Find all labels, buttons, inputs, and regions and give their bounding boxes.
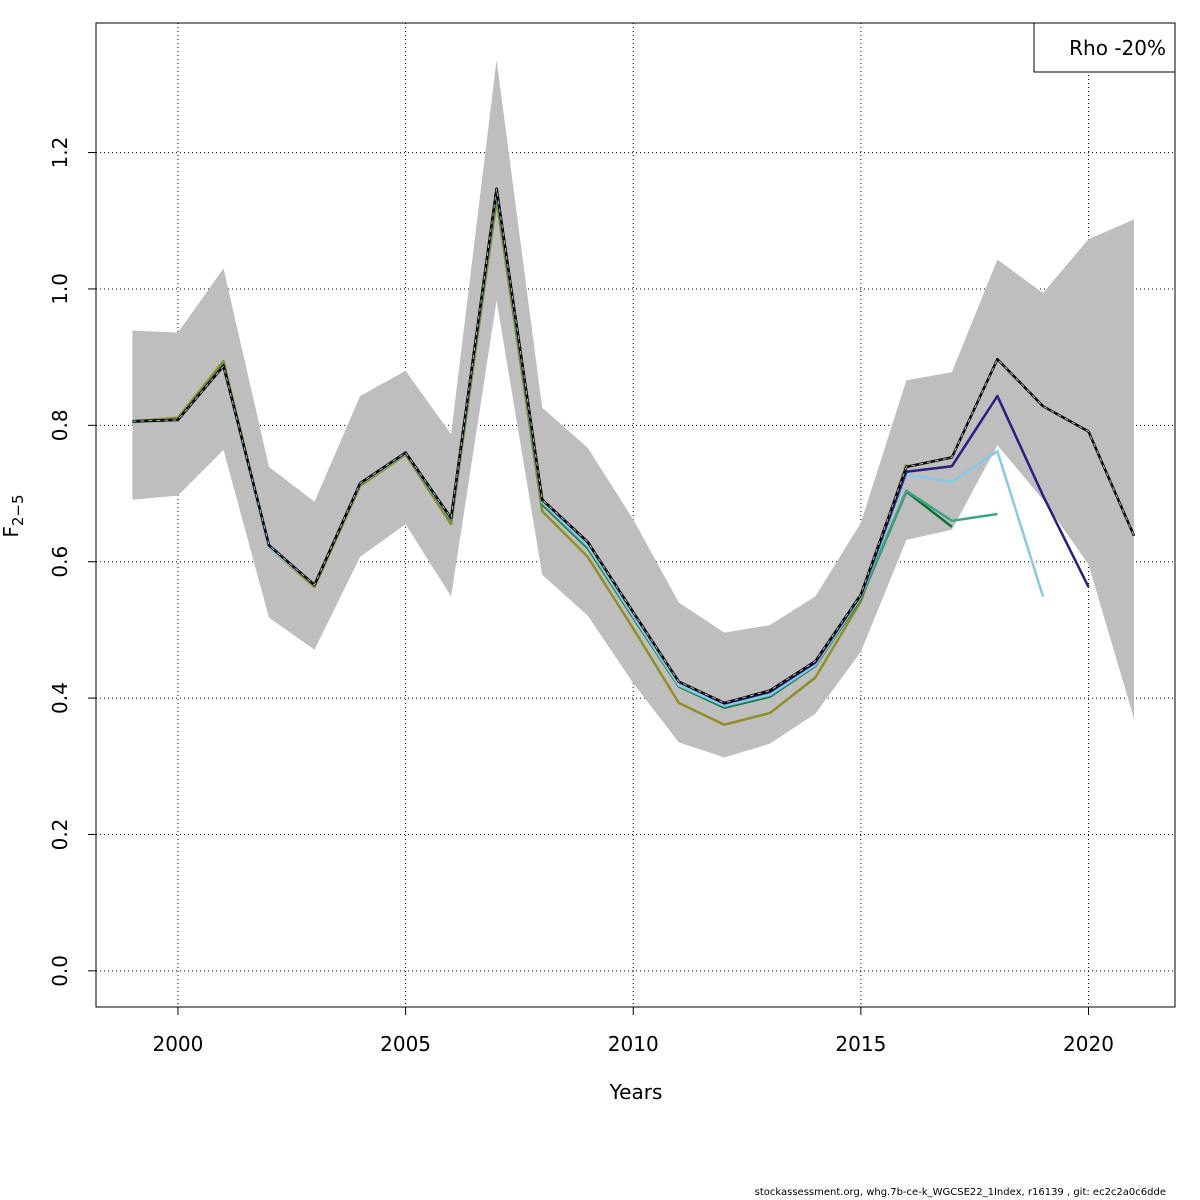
- y-tick-label-0.0: 0.0: [48, 955, 72, 987]
- x-tick-label-2005: 2005: [380, 1032, 431, 1056]
- y-tick-label-0.2: 0.2: [48, 819, 72, 851]
- svg-text:F2−5: F2−5: [0, 494, 27, 537]
- legend-box: [1033, 22, 1176, 73]
- y-axis-title: F2−5: [0, 494, 27, 537]
- y-tick-label-0.4: 0.4: [48, 682, 72, 714]
- x-tick-label-2000: 2000: [152, 1032, 203, 1056]
- legend-label: Rho -20%: [1069, 36, 1166, 60]
- x-tick-label-2015: 2015: [835, 1032, 886, 1056]
- plot-frame: [95, 22, 1176, 1008]
- x-axis-title: Years: [609, 1080, 663, 1104]
- series-layer: [132, 187, 1136, 726]
- series-line-2021-base--dash: [132, 188, 1135, 704]
- y-axis-title-main: F: [0, 526, 23, 538]
- y-tick-label-0.8: 0.8: [48, 409, 72, 441]
- y-tick-label-0.6: 0.6: [48, 546, 72, 578]
- axes: 2000 2005 2010 2015 2020 0.0 0.2 0.4 0.6 0.8 1.0 1.…: [48, 137, 1114, 1056]
- y-tick-label-1.0: 1.0: [48, 273, 72, 305]
- confidence-band: [132, 59, 1134, 758]
- y-axis-title-subscript: 2−5: [9, 494, 27, 526]
- legend: Rho -20%: [1033, 22, 1176, 73]
- y-tick-label-1.2: 1.2: [48, 137, 72, 169]
- confidence-band-layer: [132, 59, 1134, 758]
- x-tick-label-2020: 2020: [1063, 1032, 1114, 1056]
- x-tick-label-2010: 2010: [608, 1032, 659, 1056]
- footer-credit: stockassessment.org, whg.7b-ce-k_WGCSE22…: [754, 1187, 1166, 1198]
